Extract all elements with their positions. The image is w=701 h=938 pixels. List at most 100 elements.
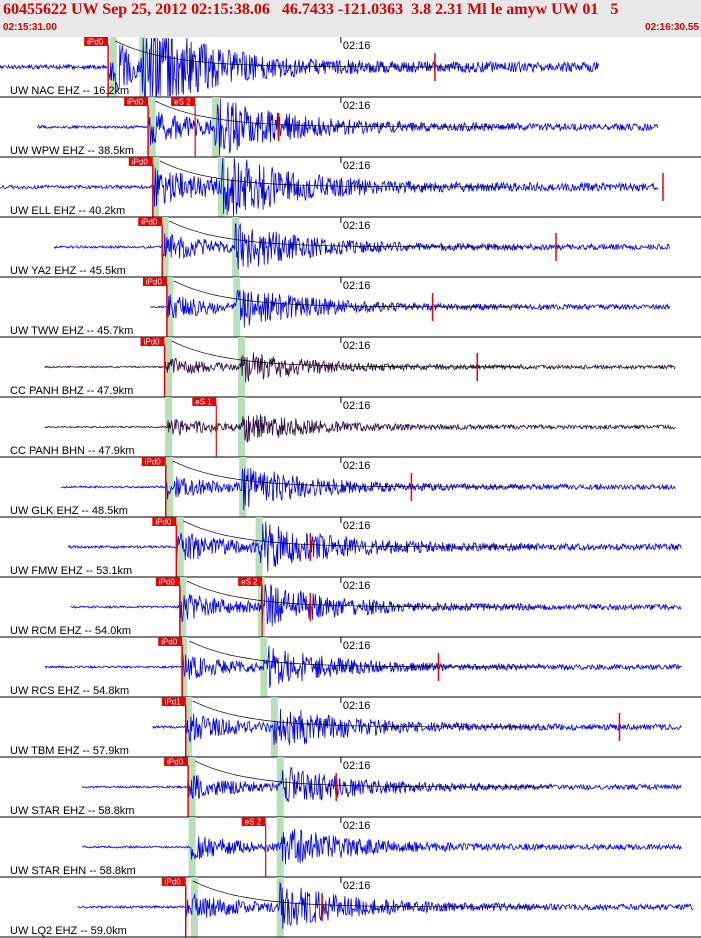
time-tick-label: 02:16 xyxy=(343,760,371,772)
station-label: UW RCS EHZ -- 54.8km xyxy=(10,685,129,697)
station-label: UW STAR EHZ -- 58.8km xyxy=(10,805,134,817)
waveform-trace xyxy=(0,157,659,217)
p-pick-flag xyxy=(152,517,177,526)
trace-panel: iPd0 02:16 UW TWW EHZ -- 45.7km xyxy=(0,277,701,338)
p-pick-label: iPd0 xyxy=(127,98,144,107)
coda-envelope-curve xyxy=(159,160,513,188)
p-pick-flag xyxy=(161,877,186,886)
p-pick-flag xyxy=(164,757,189,766)
s-pick-label: eS 2 xyxy=(241,578,258,587)
station-label: UW TWW EHZ -- 45.7km xyxy=(10,325,133,337)
p-pick-label: iPd0 xyxy=(165,878,182,887)
p-pick-label: iPd0 xyxy=(146,278,163,287)
p-pick-label: iPd0 xyxy=(144,338,161,347)
p-pick-flag xyxy=(124,97,149,106)
theoretical-arrival-band xyxy=(212,97,220,157)
time-tick-label: 02:16 xyxy=(343,460,371,472)
station-label: UW FMW EHZ -- 53.1km xyxy=(10,565,132,577)
window-end-time: 02:16:30.55 xyxy=(645,22,699,33)
station-label: UW LQ2 EHZ -- 59.0km xyxy=(10,925,127,937)
s-pick-flag xyxy=(238,577,263,586)
theoretical-arrival-band xyxy=(190,877,198,937)
s-pick-label: eS 1 xyxy=(195,398,212,407)
coda-envelope-curve xyxy=(186,580,540,608)
trace-panel: eS 1 02:16 CC PANH BHN -- 47.9km xyxy=(0,397,701,458)
p-pick-label: iPd0 xyxy=(87,38,104,47)
trace-panel: iPd0 eS 2 02:16 UW RCM EHZ -- 54.0km xyxy=(0,577,701,638)
event-header: 60455622 UW Sep 25, 2012 02:15:38.06 46.… xyxy=(0,0,701,37)
waveform-trace xyxy=(53,223,671,270)
station-label: UW WPW EHZ -- 38.5km xyxy=(10,145,134,157)
time-tick-label: 02:16 xyxy=(343,400,371,412)
trace-panel: iPd0 02:16 UW RCS EHZ -- 54.8km xyxy=(0,637,701,698)
coda-envelope-curve xyxy=(173,280,527,308)
waveform-trace xyxy=(81,828,682,865)
waveform-trace xyxy=(44,645,682,688)
trace-panel: iPd1 02:16 UW TBM EHZ -- 57.9km xyxy=(0,697,701,758)
p-pick-label: iPd0 xyxy=(132,158,149,167)
time-tick-label: 02:16 xyxy=(343,340,371,352)
trace-panel: iPd0 02:16 UW GLK EHZ -- 48.5km xyxy=(0,457,701,518)
p-pick-label: iPd0 xyxy=(155,518,172,527)
theoretical-arrival-band xyxy=(188,817,196,877)
waveform-trace xyxy=(44,414,676,443)
theoretical-arrival-band xyxy=(176,517,184,577)
trace-panel: iPd0 02:16 CC PANH BHZ -- 47.9km xyxy=(0,337,701,398)
station-label: UW STAR EHN -- 58.8km xyxy=(10,865,136,877)
station-label: CC PANH BHZ -- 47.9km xyxy=(10,385,133,397)
waveform-trace xyxy=(152,708,682,746)
time-tick-label: 02:16 xyxy=(343,700,371,712)
station-label: UW TBM EHZ -- 57.9km xyxy=(10,745,129,757)
time-tick-label: 02:16 xyxy=(343,280,371,292)
station-label: UW YA2 EHZ -- 45.5km xyxy=(10,265,126,277)
theoretical-arrival-band xyxy=(166,457,174,517)
p-pick-flag xyxy=(140,337,165,346)
coda-envelope-curve xyxy=(183,520,536,548)
waveform-trace xyxy=(60,467,676,511)
station-label: UW NAC EHZ -- 16.2km xyxy=(10,85,129,97)
time-tick-label: 02:16 xyxy=(343,520,371,532)
p-pick-label: iPd0 xyxy=(167,758,184,767)
p-pick-label: iPd0 xyxy=(141,218,158,227)
event-title: 60455622 UW Sep 25, 2012 02:15:38.06 46.… xyxy=(3,1,619,18)
p-pick-flag xyxy=(84,37,109,46)
p-pick-flag xyxy=(138,217,163,226)
s-pick-flag xyxy=(171,97,196,106)
theoretical-arrival-band xyxy=(233,277,241,337)
p-pick-flag xyxy=(142,277,167,286)
theoretical-arrival-band xyxy=(255,517,263,577)
trace-panel: iPd0 02:16 UW YA2 EHZ -- 45.5km xyxy=(0,217,701,278)
waveform-trace xyxy=(70,584,682,627)
trace-panel: iPd0 02:16 UW ELL EHZ -- 40.2km xyxy=(0,157,701,218)
theoretical-arrival-band xyxy=(239,457,247,517)
trace-panel: iPd0 02:16 UW LQ2 EHZ -- 59.0km xyxy=(0,877,701,938)
waveform-trace xyxy=(77,881,694,929)
time-tick-label: 02:16 xyxy=(343,160,371,172)
p-pick-label: iPd0 xyxy=(161,638,178,647)
coda-envelope-curve xyxy=(155,100,508,128)
s-pick-flag xyxy=(192,397,217,406)
p-pick-flag xyxy=(155,577,180,586)
coda-envelope-curve xyxy=(189,640,542,668)
time-tick-label: 02:16 xyxy=(343,220,371,232)
trace-panel: iPd0 02:16 UW STAR EHZ -- 58.8km xyxy=(0,757,701,818)
time-tick-label: 02:16 xyxy=(343,100,371,112)
window-start-time: 02:15:31.00 xyxy=(3,22,57,33)
trace-panel: eS 2 02:16 UW STAR EHN -- 58.8km xyxy=(0,817,701,878)
trace-panel: iPd0 eS 2 02:16 UW WPW EHZ -- 38.5km xyxy=(0,97,701,158)
theoretical-arrival-band xyxy=(276,877,284,937)
s-pick-label: eS 2 xyxy=(245,818,262,827)
p-pick-label: iPd0 xyxy=(145,458,162,467)
trace-panel: iPd0 02:16 UW NAC EHZ -- 16.2km xyxy=(0,37,701,98)
station-label: UW ELL EHZ -- 40.2km xyxy=(10,205,125,217)
coda-envelope-curve xyxy=(171,340,525,368)
theoretical-arrival-band xyxy=(185,697,193,757)
time-tick-label: 02:16 xyxy=(343,820,371,832)
coda-envelope-curve xyxy=(192,880,546,908)
theoretical-arrival-band xyxy=(179,577,187,637)
station-label: UW RCM EHZ -- 54.0km xyxy=(10,625,131,637)
coda-envelope-curve xyxy=(172,460,526,488)
coda-envelope-curve xyxy=(169,220,522,248)
p-pick-flag xyxy=(158,637,183,646)
